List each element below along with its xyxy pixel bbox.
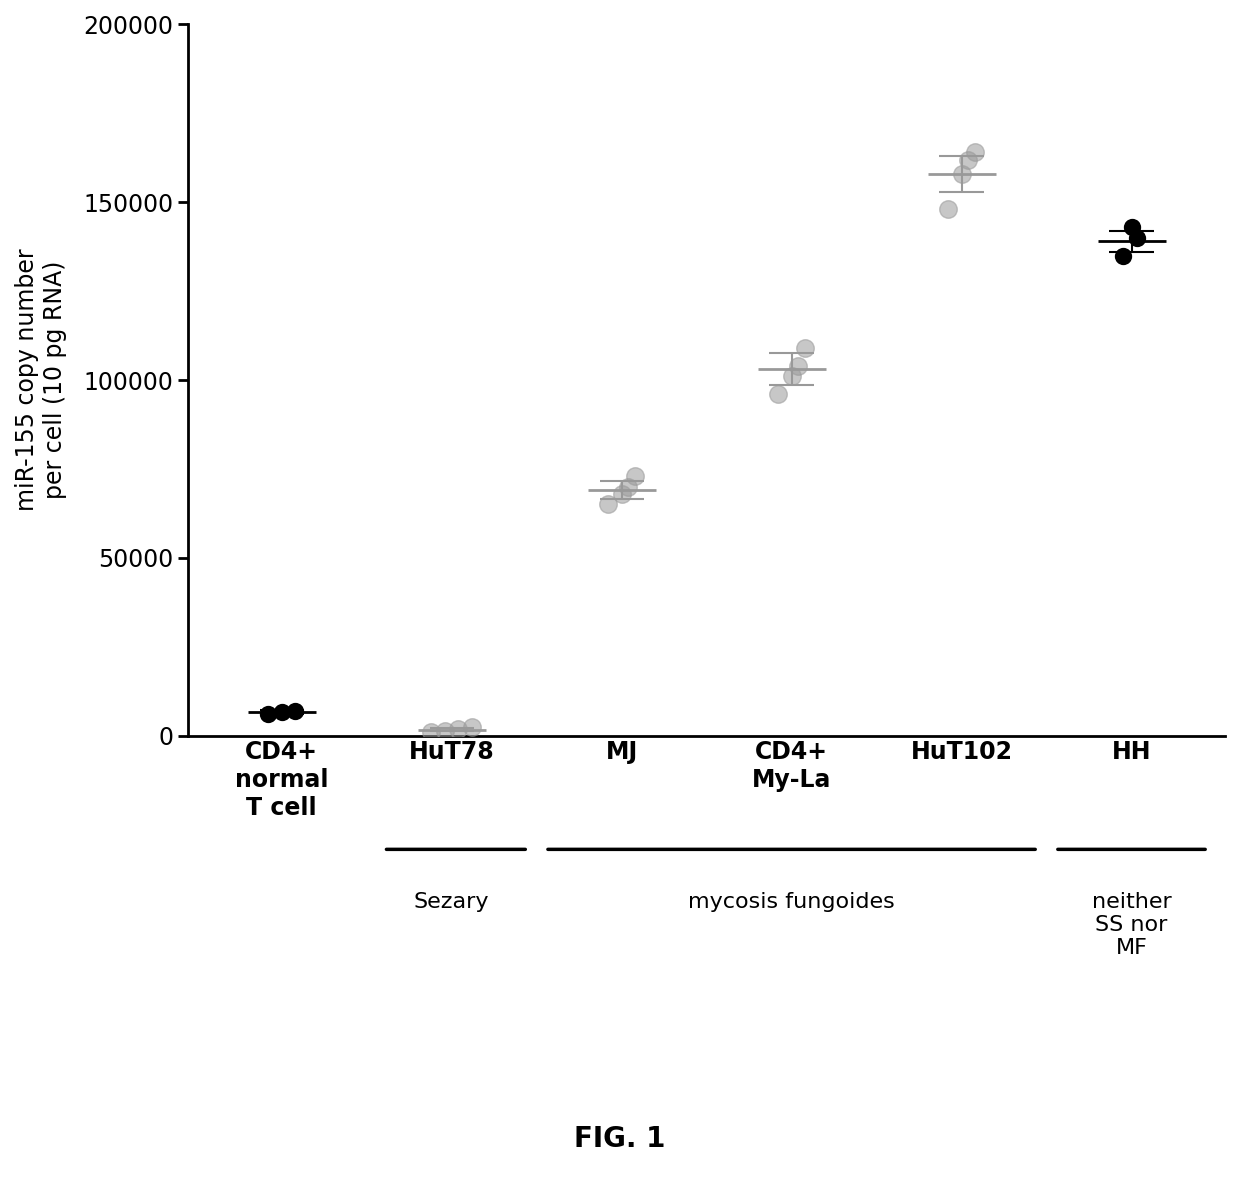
Point [768,384,787,403]
Point [285,702,305,720]
Point [463,718,482,737]
Text: neither
SS nor
MF: neither SS nor MF [1091,892,1172,958]
Point [449,719,469,738]
Point [1122,218,1142,237]
Text: mycosis fungoides: mycosis fungoides [688,892,895,912]
Point [272,703,291,722]
Point [258,704,278,723]
Point [951,164,971,183]
Text: FIG. 1: FIG. 1 [574,1125,666,1153]
Point [937,200,957,219]
Point [781,367,801,386]
Point [598,494,618,513]
Point [1114,246,1133,265]
Point [422,723,441,742]
Point [959,150,978,169]
Text: Sezary: Sezary [414,892,490,912]
Y-axis label: miR-155 copy number
per cell (10 pg RNA): miR-155 copy number per cell (10 pg RNA) [15,248,67,511]
Point [619,477,639,496]
Point [435,722,455,741]
Point [795,338,815,357]
Point [965,143,985,162]
Point [1127,228,1147,247]
Point [625,466,645,485]
Point [611,484,631,503]
Point [789,356,808,375]
